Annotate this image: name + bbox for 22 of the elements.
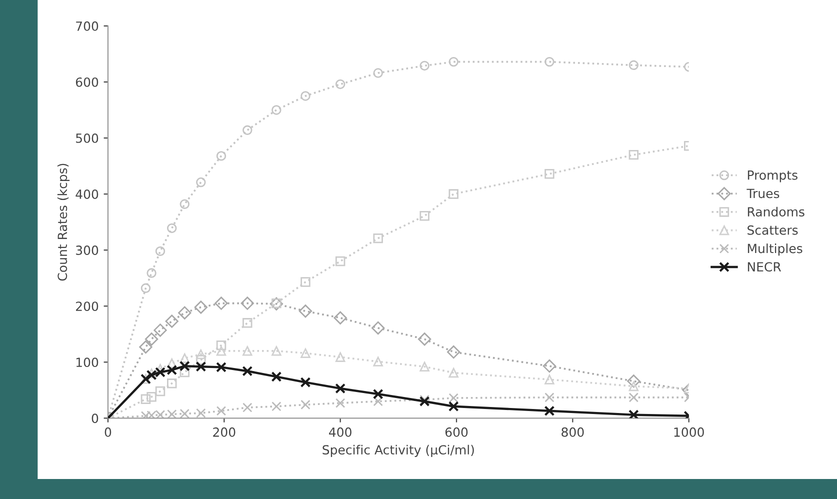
x-tick-label: 1000 [674,427,704,437]
y-tick-label: 0 [92,414,98,424]
y-tick-label: 500 [76,133,98,143]
legend-label: Prompts [748,170,798,182]
y-axis-title: Count Rates (kcps) [57,164,70,281]
y-tick-label: 300 [76,246,98,255]
x-tick-label: 600 [445,427,468,437]
legend-label: Trues [746,188,780,198]
y-tick-label: 100 [76,358,98,368]
legend-label: Multiples [748,244,802,256]
x-axis-title: Specific Activity (µCi/ml) [322,444,474,457]
x-tick-label: 200 [213,427,236,437]
x-tick-label: 0 [104,427,112,437]
y-tick-label: 400 [76,190,98,199]
legend-label: Randoms [748,206,804,217]
legend-label: NECR [748,262,782,272]
y-tick-label: 200 [76,302,98,312]
x-tick-label: 400 [329,427,352,437]
legend-label: Scatters [748,225,798,235]
x-tick-label: 800 [562,427,584,437]
y-tick-label: 600 [76,77,98,87]
y-tick-label: 700 [76,21,98,31]
